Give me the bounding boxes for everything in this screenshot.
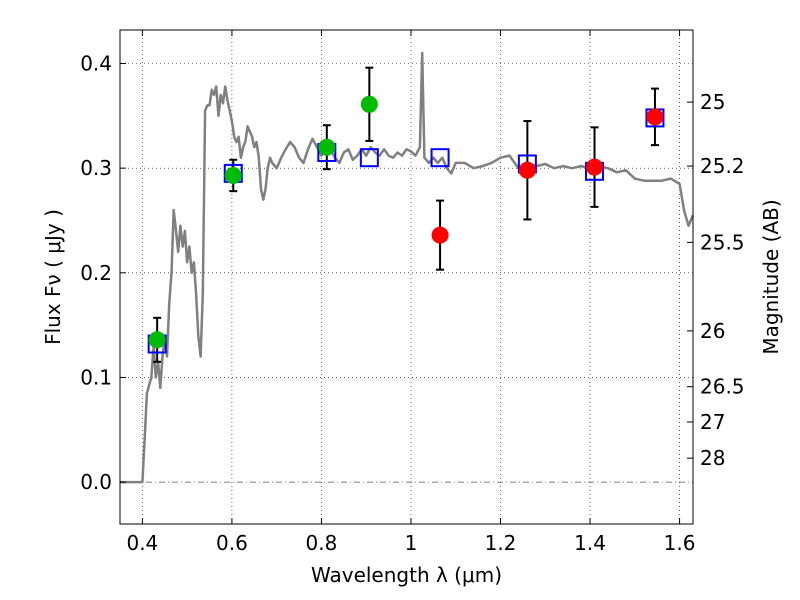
x-tick-label: 0.6 <box>216 531 248 555</box>
mag-tick-label: 27 <box>700 410 725 434</box>
y2-axis-label: Magnitude (AB) <box>759 199 783 354</box>
y-axis-label: Flux Fν ( μJy ) <box>41 209 65 345</box>
x-tick-label: 1.2 <box>485 531 517 555</box>
mag-tick-label: 25 <box>700 90 725 114</box>
model-photometry-square <box>430 148 450 168</box>
nir-point <box>431 226 449 244</box>
nir-point <box>646 108 664 126</box>
x-tick-label: 1 <box>405 531 418 555</box>
optical-point <box>148 331 166 349</box>
y-tick-label: 0.3 <box>80 156 112 180</box>
data-marks <box>147 66 665 363</box>
mag-tick-label: 26.5 <box>700 375 745 399</box>
model-spectrum-line <box>120 51 695 484</box>
x-tick-label: 0.4 <box>126 531 158 555</box>
optical-point <box>360 95 378 113</box>
optical-point <box>224 166 242 184</box>
mag-tick-label: 25.2 <box>700 154 745 178</box>
nir-point <box>586 158 604 176</box>
y-tick-label: 0.0 <box>80 470 112 494</box>
y-tick-label: 0.1 <box>80 365 112 389</box>
nir-point <box>518 161 536 179</box>
model-photometry-square <box>359 148 379 168</box>
y-tick-label: 0.2 <box>80 261 112 285</box>
mag-tick-label: 26 <box>700 319 725 343</box>
x-tick-label: 1.6 <box>664 531 696 555</box>
x-tick-label: 1.4 <box>574 531 606 555</box>
x-tick-label: 0.8 <box>306 531 338 555</box>
plot-frame <box>119 29 694 525</box>
mag-tick-label: 25.5 <box>700 230 745 254</box>
y-tick-label: 0.4 <box>80 51 112 75</box>
optical-point <box>318 138 336 156</box>
axis-ticks: 0.4 0.6 0.8 1 1.2 1.4 1.6 0.0 0.1 0.2 0.3 0.4 25 25.2… <box>80 30 745 555</box>
grid <box>120 30 693 524</box>
x-axis-label: Wavelength λ (μm) <box>311 563 502 587</box>
mag-tick-label: 28 <box>700 446 725 470</box>
